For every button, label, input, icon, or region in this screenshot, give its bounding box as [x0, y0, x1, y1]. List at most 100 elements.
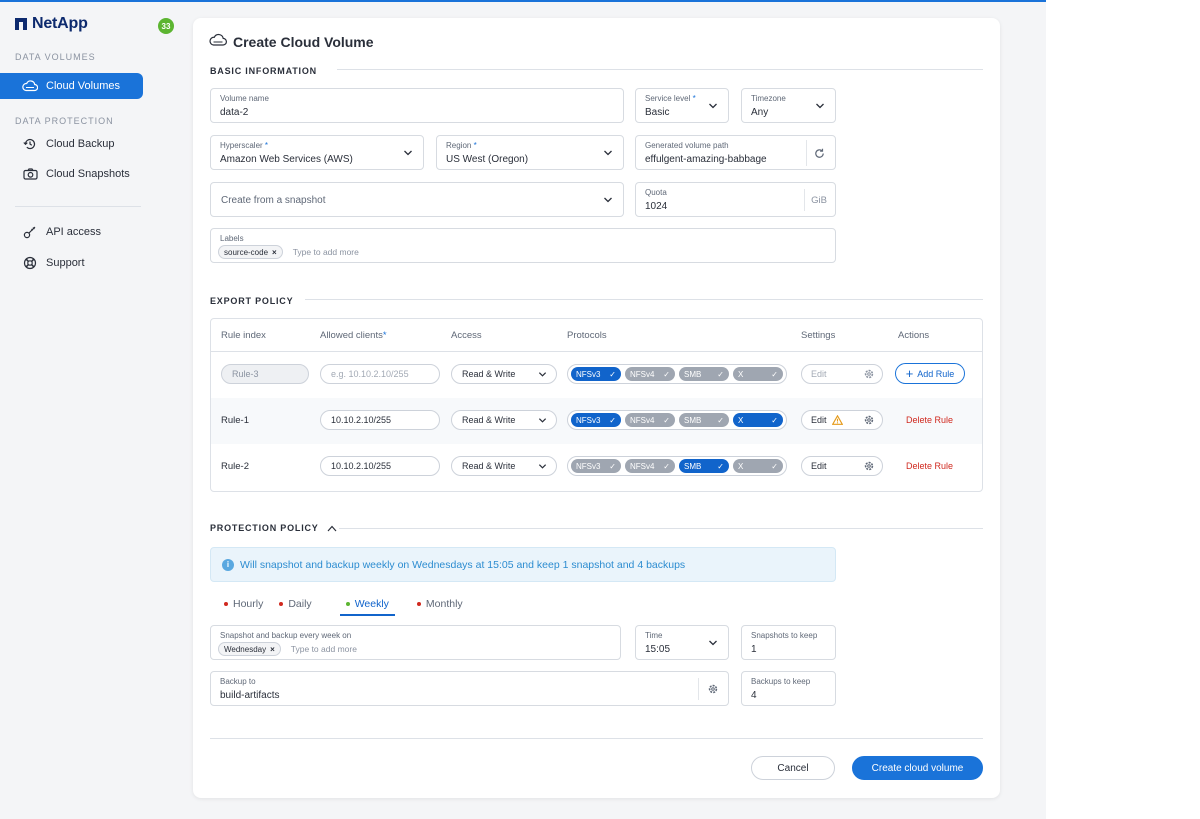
key-icon — [22, 224, 38, 240]
check-icon: ✓ — [771, 369, 778, 379]
status-dot — [279, 602, 284, 606]
sidebar-item-label: Cloud Volumes — [46, 80, 120, 92]
protocol-toggle-x[interactable]: X ✓ — [733, 459, 783, 473]
protocol-label: SMB — [684, 461, 702, 471]
delete-rule-button[interactable]: Delete Rule — [906, 415, 954, 425]
chevron-down-icon — [709, 640, 717, 646]
allowed-clients-input[interactable]: e.g. 10.10.2.10/255 — [320, 364, 440, 384]
check-icon: ✓ — [663, 415, 670, 425]
access-select[interactable]: Read & Write — [451, 364, 557, 384]
check-icon: ✓ — [609, 461, 616, 471]
quota-field[interactable]: Quota 1024 GiB — [635, 182, 836, 217]
volume-path-field[interactable]: Generated volume path effulgent-amazing-… — [635, 135, 836, 170]
protocol-toggle-smb[interactable]: SMB ✓ — [679, 459, 729, 473]
hyperscaler-select[interactable]: Hyperscaler * Amazon Web Services (AWS) — [210, 135, 424, 170]
backups-to-keep-input[interactable]: 4 — [751, 690, 757, 701]
protocol-label: X — [738, 415, 744, 425]
chevron-down-icon — [538, 464, 547, 469]
tab-label: Hourly — [233, 598, 264, 610]
field-separator — [804, 189, 805, 211]
refresh-icon[interactable] — [814, 148, 825, 159]
service-level-select[interactable]: Service level * Basic — [635, 88, 729, 123]
column-header-text: Allowed clients — [320, 330, 383, 341]
every-week-field[interactable]: Snapshot and backup every week on Wednes… — [210, 625, 621, 660]
tab-monthly[interactable]: Monthly — [411, 595, 469, 613]
protocol-label: SMB — [684, 415, 702, 425]
protocol-toggle-smb[interactable]: SMB ✓ — [679, 367, 729, 381]
backup-to-field[interactable]: Backup to build-artifacts — [210, 671, 729, 706]
page-title-text: Create Cloud Volume — [233, 33, 374, 50]
allowed-clients-input[interactable]: 10.10.2.10/255 — [320, 456, 440, 476]
protocol-toggle-nfsv3[interactable]: NFSv3 ✓ — [571, 459, 621, 473]
weekday-input[interactable]: Type to add more — [290, 644, 357, 654]
volume-name-field[interactable]: Volume name data-2 — [210, 88, 624, 123]
check-icon: ✓ — [717, 415, 724, 425]
warning-icon — [831, 415, 843, 425]
sidebar-item-cloud-snapshots[interactable]: Cloud Snapshots — [0, 161, 143, 187]
access-value: Read & Write — [462, 415, 516, 425]
rule-index-input[interactable]: Rule-3 — [221, 364, 309, 384]
protocol-toggle-smb[interactable]: SMB ✓ — [679, 413, 729, 427]
sidebar-item-cloud-volumes[interactable]: Cloud Volumes — [0, 73, 143, 99]
settings-edit-button[interactable]: Edit — [801, 364, 883, 384]
protocol-toggle-nfsv4[interactable]: NFSv4 ✓ — [625, 367, 675, 381]
remove-chip-icon[interactable]: × — [270, 644, 275, 654]
protocol-toggle-nfsv3[interactable]: NFSv3 ✓ — [571, 367, 621, 381]
access-select[interactable]: Read & Write — [451, 410, 557, 430]
access-select[interactable]: Read & Write — [451, 456, 557, 476]
label-chip-text: source-code — [224, 247, 269, 257]
export-policy-heading: EXPORT POLICY — [210, 296, 294, 306]
labels-input[interactable]: Type to add more — [292, 247, 359, 257]
gear-icon[interactable] — [707, 683, 719, 695]
add-rule-button[interactable]: + Add Rule — [895, 363, 965, 384]
quota-unit: GiB — [811, 195, 827, 206]
timezone-select[interactable]: Timezone Any — [741, 88, 836, 123]
create-volume-card: Create Cloud Volume BASIC INFORMATION Vo… — [193, 18, 1000, 798]
chevron-up-icon[interactable] — [327, 525, 337, 532]
tab-weekly[interactable]: Weekly — [339, 595, 396, 616]
settings-edit-button[interactable]: Edit — [801, 410, 883, 430]
volume-name-input[interactable]: data-2 — [220, 107, 249, 118]
protocol-toggle-nfsv4[interactable]: NFSv4 ✓ — [625, 459, 675, 473]
protocol-toggle-x[interactable]: X ✓ — [733, 413, 783, 427]
snapshot-select[interactable]: Create from a snapshot — [210, 182, 624, 217]
footer-divider — [210, 738, 983, 739]
create-volume-button[interactable]: Create cloud volume — [852, 756, 983, 780]
sidebar-item-cloud-backup[interactable]: Cloud Backup — [0, 131, 143, 157]
volume-path-value: effulgent-amazing-babbage — [645, 154, 767, 165]
add-rule-label: Add Rule — [917, 368, 955, 379]
sidebar-item-label: Support — [46, 257, 85, 269]
snapshots-to-keep-input[interactable]: 1 — [751, 644, 757, 655]
remove-chip-icon[interactable]: × — [272, 247, 277, 257]
notification-badge[interactable]: 33 — [158, 18, 174, 34]
sidebar-item-support[interactable]: Support — [0, 250, 143, 276]
lifebuoy-icon — [22, 255, 38, 271]
time-select[interactable]: Time 15:05 — [635, 625, 729, 660]
gear-icon — [864, 461, 874, 471]
tab-hourly[interactable]: Hourly — [218, 595, 269, 613]
weekday-chip: Wednesday × — [218, 642, 281, 656]
cloud-icon — [22, 78, 38, 94]
region-select[interactable]: Region * US West (Oregon) — [436, 135, 624, 170]
labels-field[interactable]: Labels source-code × Type to add more — [210, 228, 836, 263]
protocol-toggle-x[interactable]: X ✓ — [733, 367, 783, 381]
table-row: Rule-1 10.10.2.10/255 Read & Write NFSv3… — [211, 398, 982, 444]
allowed-clients-input[interactable]: 10.10.2.10/255 — [320, 410, 440, 430]
tab-label: Weekly — [354, 598, 389, 610]
field-label-text: Hyperscaler — [220, 141, 263, 150]
protection-policy-heading[interactable]: PROTECTION POLICY — [210, 523, 337, 533]
delete-rule-button[interactable]: Delete Rule — [906, 461, 954, 471]
status-dot — [416, 602, 421, 606]
cancel-button[interactable]: Cancel — [751, 756, 835, 780]
protection-policy-heading-text: PROTECTION POLICY — [210, 523, 319, 533]
protocol-toggle-nfsv4[interactable]: NFSv4 ✓ — [625, 413, 675, 427]
snapshots-to-keep-field[interactable]: Snapshots to keep 1 — [741, 625, 836, 660]
sidebar-item-api-access[interactable]: API access — [0, 219, 143, 245]
backups-to-keep-field[interactable]: Backups to keep 4 — [741, 671, 836, 706]
settings-edit-button[interactable]: Edit — [801, 456, 883, 476]
required-mark: * — [382, 330, 387, 341]
protocol-toggle-nfsv3[interactable]: NFSv3 ✓ — [571, 413, 621, 427]
quota-input[interactable]: 1024 — [645, 201, 668, 212]
edit-label: Edit — [811, 369, 827, 379]
tab-daily[interactable]: Daily — [273, 595, 317, 613]
